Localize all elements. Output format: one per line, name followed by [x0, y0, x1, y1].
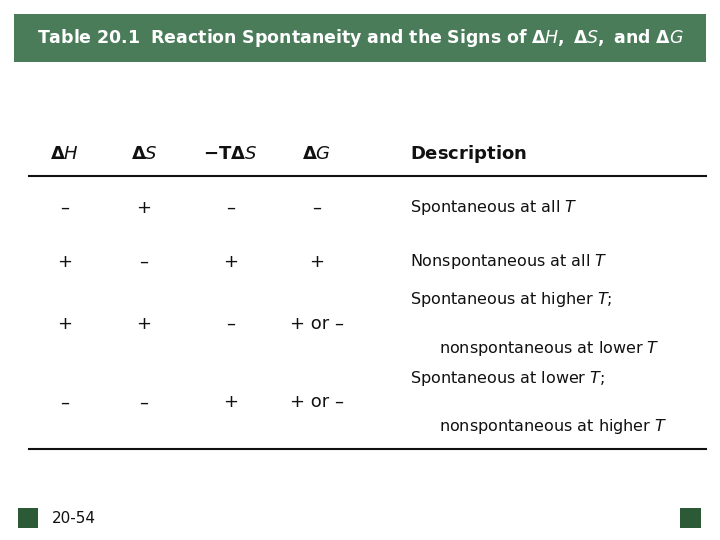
Text: 20-54: 20-54: [52, 511, 96, 526]
Text: nonspontaneous at lower $\mathit{T}$: nonspontaneous at lower $\mathit{T}$: [439, 339, 660, 358]
FancyBboxPatch shape: [18, 508, 38, 528]
Text: +: +: [310, 253, 324, 271]
Text: + or –: + or –: [289, 393, 344, 411]
Text: Spontaneous at higher $\mathit{T}$;: Spontaneous at higher $\mathit{T}$;: [410, 290, 613, 309]
Text: +: +: [58, 315, 72, 333]
Text: Spontaneous at all $\mathit{T}$: Spontaneous at all $\mathit{T}$: [410, 198, 578, 218]
Text: Spontaneous at lower $\mathit{T}$;: Spontaneous at lower $\mathit{T}$;: [410, 368, 606, 388]
FancyBboxPatch shape: [14, 14, 706, 62]
Text: $\mathbf{Description}$: $\mathbf{Description}$: [410, 143, 527, 165]
Text: nonspontaneous at higher $\mathit{T}$: nonspontaneous at higher $\mathit{T}$: [439, 417, 667, 436]
Text: –: –: [226, 315, 235, 333]
Text: –: –: [140, 393, 148, 411]
Text: +: +: [137, 315, 151, 333]
Text: –: –: [312, 199, 321, 217]
Text: +: +: [137, 199, 151, 217]
Text: –: –: [140, 253, 148, 271]
Text: +: +: [58, 253, 72, 271]
Text: Nonspontaneous at all $\mathit{T}$: Nonspontaneous at all $\mathit{T}$: [410, 252, 608, 272]
Text: –: –: [226, 199, 235, 217]
Text: +: +: [223, 253, 238, 271]
FancyBboxPatch shape: [680, 508, 701, 528]
Text: +: +: [223, 393, 238, 411]
Text: $\mathbf{-T\Delta}$$\mathbf{\mathit{S}}$: $\mathbf{-T\Delta}$$\mathbf{\mathit{S}}$: [203, 145, 258, 163]
Text: $\mathbf{Table\ 20.1\ \ Reaction\ Spontaneity\ and\ the\ Signs\ of\ }$$\mathbf{\: $\mathbf{Table\ 20.1\ \ Reaction\ Sponta…: [37, 27, 683, 49]
Text: –: –: [60, 393, 69, 411]
Text: $\mathbf{\Delta}$$\mathbf{\mathit{H}}$: $\mathbf{\Delta}$$\mathbf{\mathit{H}}$: [50, 145, 79, 163]
Text: $\mathbf{\Delta}$$\mathbf{\mathit{G}}$: $\mathbf{\Delta}$$\mathbf{\mathit{G}}$: [302, 145, 331, 163]
Text: $\mathbf{\Delta}$$\mathbf{\mathit{S}}$: $\mathbf{\Delta}$$\mathbf{\mathit{S}}$: [130, 145, 158, 163]
Text: + or –: + or –: [289, 315, 344, 333]
Text: –: –: [60, 199, 69, 217]
